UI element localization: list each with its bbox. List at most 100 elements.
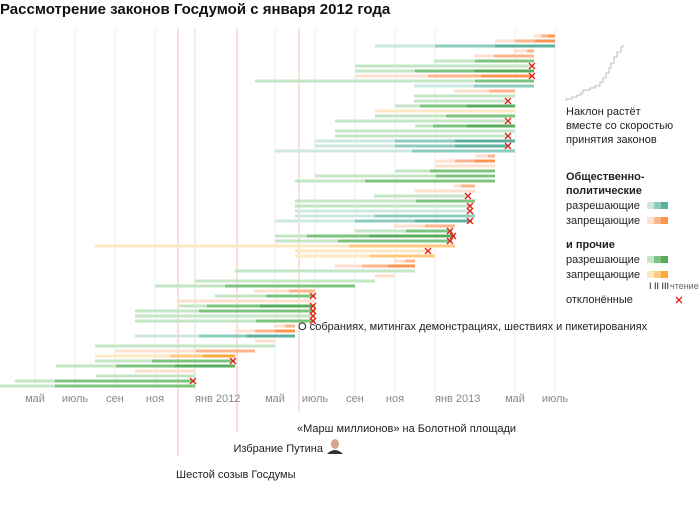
bill-row	[254, 289, 315, 293]
reading-stage-bar	[315, 144, 395, 148]
reading-stage-bar	[203, 354, 235, 358]
bill-row	[514, 49, 534, 53]
bill-row	[295, 207, 474, 215]
reading-stage-bar	[416, 199, 475, 203]
legend-of-label: запрещающие	[566, 269, 640, 281]
reading-stage-bar	[369, 234, 455, 238]
reading-stage-bar	[430, 169, 495, 173]
reading-stage-bar	[275, 149, 412, 153]
reading-stage-bar	[0, 384, 55, 388]
bill-row	[434, 59, 534, 63]
reading-stage-bar	[415, 219, 472, 223]
bill-row	[177, 299, 315, 303]
bill-row	[315, 174, 495, 178]
reading-stage-bar	[436, 174, 495, 178]
x-tick-label: ноя	[386, 393, 404, 405]
bill-row	[115, 349, 255, 353]
reading-stage-bar	[475, 154, 488, 158]
reading-stage-bar	[412, 149, 515, 153]
legend-swatch-stage	[661, 217, 668, 224]
rejected-icon	[528, 62, 536, 70]
reading-stage-bar	[152, 359, 235, 363]
reading-stage-bar	[435, 44, 495, 48]
reading-stage-bar	[275, 234, 307, 238]
reading-stage-bar	[455, 159, 475, 163]
bill-row	[275, 149, 515, 153]
legend-rejected-icon	[675, 296, 683, 304]
x-tick-label: июль	[62, 393, 89, 405]
bill-row	[155, 284, 355, 288]
reading-stage-bar	[435, 159, 455, 163]
bill-row	[95, 357, 237, 365]
reading-stage-bar	[315, 139, 395, 143]
rejected-stroke	[466, 207, 474, 215]
bill-row	[355, 227, 454, 235]
rejected-icon	[449, 232, 457, 240]
reading-stage-bar	[247, 334, 295, 338]
reading-stage-bar	[170, 354, 203, 358]
reading-stage-bar	[175, 364, 235, 368]
reading-stage-bar	[395, 144, 455, 148]
legend-pf-label: запрещающие	[566, 215, 640, 227]
rejected-icon	[189, 377, 197, 385]
bill-row	[315, 142, 512, 150]
bill-row	[335, 129, 515, 133]
reading-stage-bar	[474, 84, 534, 88]
x-tick-label: май	[25, 393, 45, 405]
reading-stage-bar	[405, 259, 415, 263]
reading-stage-bar	[135, 309, 199, 313]
reading-stage-bar	[289, 289, 315, 293]
rejected-icon	[309, 302, 317, 310]
reading-stage-bar	[395, 169, 430, 173]
reading-stage-bar	[266, 294, 315, 298]
legend-swatch-stage	[654, 202, 661, 209]
bill-row	[235, 269, 415, 273]
bill-row	[335, 117, 512, 125]
bill-row	[495, 39, 555, 43]
rejected-stroke	[309, 317, 317, 325]
legend-swatch-stage	[647, 217, 654, 224]
legend-swatch-stage	[661, 256, 668, 263]
bill-row	[394, 224, 455, 228]
reading-stage-bar	[135, 314, 315, 318]
bill-row	[295, 202, 474, 210]
rejected-stroke	[528, 62, 536, 70]
bill-row	[95, 344, 275, 348]
rejected-stroke	[449, 232, 457, 240]
reading-stage-bar	[335, 119, 510, 123]
reading-stage-bar	[495, 44, 555, 48]
bill-row	[474, 54, 534, 58]
reading-stage-bar	[355, 219, 415, 223]
reading-stage-bar	[256, 319, 315, 323]
reading-stage-bar	[428, 74, 481, 78]
reading-stage-bar	[116, 364, 175, 368]
legend-rejected-label: отклонённые	[566, 294, 633, 306]
legend-swatch-stage	[661, 202, 668, 209]
bill-row	[415, 124, 515, 128]
bill-row	[414, 84, 534, 88]
reading-stage-bar	[55, 384, 195, 388]
bill-row	[315, 139, 515, 143]
reading-stage-bar	[488, 154, 495, 158]
legend-swatch-political-forbid	[647, 217, 668, 224]
x-tick-label: сен	[106, 393, 124, 405]
reading-stage-bar	[55, 379, 195, 383]
reading-stage-bar	[515, 39, 535, 43]
reading-stage-bar	[535, 39, 555, 43]
x-tick-label: июль	[302, 393, 329, 405]
rejected-icon	[309, 292, 317, 300]
reading-stage-bar	[295, 249, 430, 253]
reading-stage-bar	[195, 279, 375, 283]
rejected-stroke	[189, 377, 197, 385]
bill-row	[375, 44, 555, 48]
slope-note-2: вместе со скоростью	[566, 120, 673, 132]
rejected-stroke	[424, 247, 432, 255]
bill-row	[56, 364, 235, 368]
bill-row	[235, 329, 295, 333]
bill-row	[295, 214, 475, 218]
x-tick-label: янв 2012	[195, 393, 240, 405]
rejected-icon	[504, 132, 512, 140]
reading-stage-bar	[454, 184, 461, 188]
legend-swatch-political-allow	[647, 202, 668, 209]
